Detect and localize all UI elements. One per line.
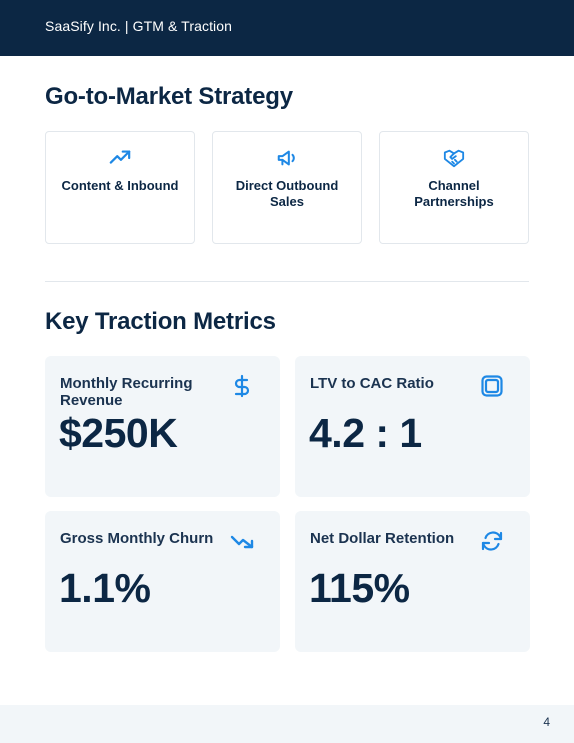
dollar-icon	[230, 374, 254, 398]
document-header-title: SaaSify Inc. | GTM & Traction	[45, 18, 233, 34]
refresh-icon	[480, 529, 504, 553]
gtm-card-direct-outbound: Direct Outbound Sales	[212, 131, 362, 244]
metric-label: Gross Monthly Churn	[60, 530, 214, 547]
traction-section-title: Key Traction Metrics	[45, 308, 276, 335]
section-divider	[45, 281, 529, 282]
metric-label: LTV to CAC Ratio	[310, 375, 434, 392]
metric-card-mrr: Monthly Recurring Revenue $250K	[45, 356, 280, 497]
handshake-icon	[380, 147, 528, 169]
metric-value: $250K	[59, 410, 178, 456]
gtm-card-content-inbound: Content & Inbound	[45, 131, 195, 244]
metric-label: Monthly Recurring Revenue	[60, 375, 193, 409]
metric-label: Net Dollar Retention	[310, 530, 455, 547]
gtm-card-label: Channel Partnerships	[414, 178, 494, 209]
gtm-section-title: Go-to-Market Strategy	[45, 83, 293, 110]
metric-value: 4.2 : 1	[309, 410, 422, 456]
gtm-card-label: Content & Inbound	[61, 178, 179, 193]
gtm-card-channel-partnerships: Channel Partnerships	[379, 131, 529, 244]
metric-value: 1.1%	[59, 565, 151, 611]
metric-card-ndr: Net Dollar Retention 115%	[295, 511, 530, 652]
megaphone-icon	[213, 147, 361, 169]
layers-icon	[480, 374, 504, 398]
metric-value: 115%	[309, 565, 410, 611]
metric-card-churn: Gross Monthly Churn 1.1%	[45, 511, 280, 652]
gtm-card-label: Direct Outbound Sales	[235, 178, 339, 209]
metric-card-ltv-cac: LTV to CAC Ratio 4.2 : 1	[295, 356, 530, 497]
page-footer: 4	[0, 705, 574, 743]
top-bar: SaaSify Inc. | GTM & Traction	[0, 0, 574, 56]
trending-up-icon	[46, 147, 194, 169]
page-number: 4	[543, 715, 550, 729]
trending-down-icon	[230, 529, 254, 553]
